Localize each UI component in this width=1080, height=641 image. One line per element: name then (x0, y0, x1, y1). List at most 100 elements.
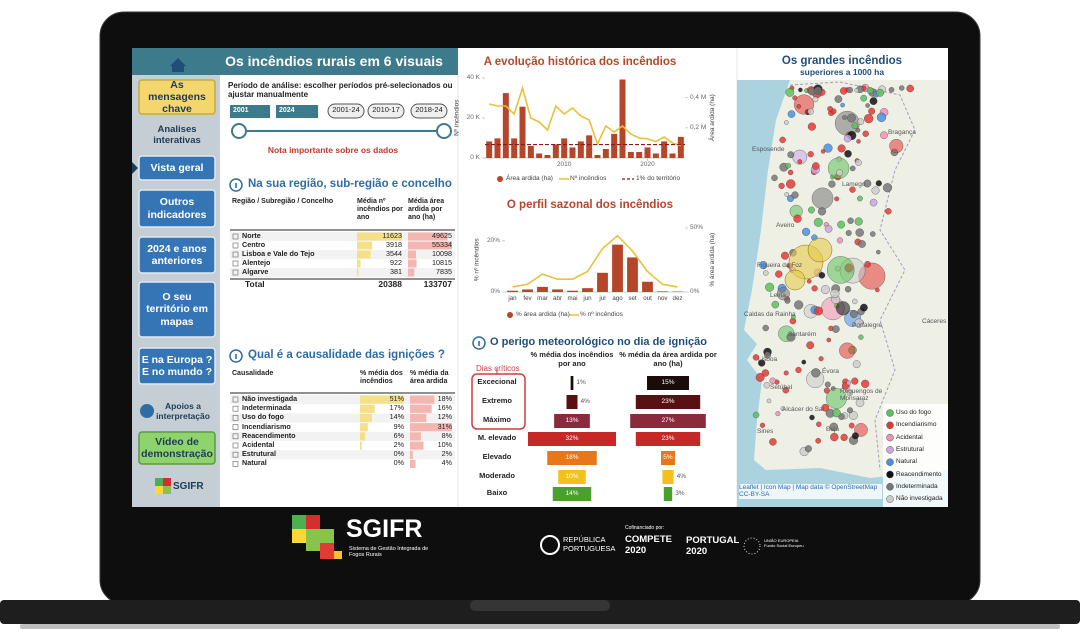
row-label: Centro (242, 240, 266, 249)
fire-marker (787, 110, 796, 118)
table-bar (410, 423, 452, 432)
bar (567, 290, 578, 292)
logo-square (306, 515, 320, 529)
nav-button-label[interactable]: As mensagens chave (148, 78, 206, 116)
fire-marker (813, 86, 823, 95)
info-icon (478, 341, 480, 346)
fire-marker (870, 231, 876, 237)
nav-button[interactable] (138, 236, 216, 274)
bar (577, 141, 584, 158)
fire-marker (830, 432, 839, 442)
fire-marker (795, 366, 802, 374)
value-label: 27% (661, 417, 675, 424)
x-tick-label: jul (599, 295, 606, 302)
bar (612, 244, 623, 292)
row-label: Incendiarismo (242, 421, 291, 431)
y2-axis-label: % área ardida (ha) (708, 232, 716, 287)
preset-label[interactable]: 2001-24 (332, 105, 360, 114)
row-label: Reacendimento (242, 430, 296, 440)
nav-button[interactable] (138, 79, 216, 115)
bar (570, 376, 574, 390)
nav-button[interactable] (138, 155, 216, 181)
bar (630, 414, 706, 428)
fire-marker (811, 285, 818, 292)
fire-marker (771, 174, 778, 182)
preset-label[interactable]: 2018-24 (415, 105, 443, 114)
x-tick-label: set (628, 295, 637, 302)
line (512, 234, 678, 288)
nav-button[interactable] (138, 347, 216, 385)
fire-marker (811, 187, 834, 210)
bar (558, 470, 586, 484)
column-header: % média dos incêndios por ano (530, 350, 614, 368)
fire-marker (761, 369, 770, 377)
fire-marker (812, 96, 819, 103)
home-icon[interactable] (170, 58, 186, 72)
fire-marker (786, 179, 796, 189)
nav-button-label[interactable]: Vista geral (150, 161, 204, 174)
nav-button[interactable] (138, 431, 216, 465)
fire-marker (787, 169, 794, 176)
bar (669, 153, 676, 158)
fire-marker (782, 386, 790, 394)
fire-marker (816, 421, 822, 427)
nav-button-label[interactable]: Vídeo de demonstração (141, 435, 213, 460)
preset-button[interactable] (367, 103, 405, 119)
legend-swatch (886, 446, 894, 454)
bar (547, 451, 597, 465)
bar (552, 289, 563, 292)
cell-value: 10098 (432, 249, 452, 258)
cell-value: 922 (390, 258, 402, 267)
fire-marker (864, 261, 871, 268)
bar (619, 79, 626, 158)
nav-button-label[interactable]: O seu território em mapas (146, 291, 208, 328)
fire-marker (845, 230, 852, 236)
fire-marker (847, 407, 853, 414)
fire-marker (869, 198, 878, 207)
fire-marker (849, 186, 856, 193)
y2-tick-label: 0,4 M (690, 93, 707, 101)
row-label: Acidental (242, 440, 275, 449)
period-input-value[interactable]: 2001 (233, 107, 249, 114)
fire-marker (832, 325, 840, 333)
nav-link[interactable]: Apoios a interpretação (156, 401, 210, 421)
row-bg (230, 268, 455, 277)
fire-marker (852, 298, 858, 305)
data-note-link[interactable]: Nota importante sobre os dados (267, 145, 399, 155)
fire-marker (832, 408, 841, 418)
slider-handle[interactable] (231, 123, 247, 139)
fire-marker (828, 180, 836, 188)
preset-button[interactable] (327, 103, 365, 119)
nav-button-label[interactable]: Outros indicadores (147, 196, 207, 221)
place-label: Évora (822, 368, 839, 375)
cell-value: 51% (389, 394, 404, 403)
cell-value: 10% (437, 440, 452, 449)
preset-label[interactable]: 2010-17 (372, 105, 400, 114)
slider-handle[interactable] (436, 123, 452, 139)
fire-marker (802, 227, 811, 236)
expand-icon (232, 242, 239, 249)
legend-swatch (886, 433, 894, 442)
map-legend-label: Acidental (896, 433, 923, 441)
fire-marker (824, 381, 831, 388)
period-input-value[interactable]: 2024 (279, 107, 295, 114)
chart-title: O perfil sazonal dos incêndios (506, 199, 674, 211)
nav-button-label[interactable]: 2024 e anos anteriores (147, 242, 207, 267)
table-bar (360, 423, 368, 432)
place-label: Leiria (770, 292, 786, 299)
fire-marker (791, 314, 796, 320)
bar (602, 148, 609, 158)
fire-marker (823, 143, 833, 153)
place-label: Cáceres (922, 318, 947, 325)
cell-value: 8% (441, 430, 452, 440)
preset-button[interactable] (410, 103, 448, 119)
nav-button-label[interactable]: E na Europa ? E no mundo ? (141, 353, 213, 378)
nav-button[interactable] (138, 281, 216, 338)
bar (537, 286, 548, 292)
fire-marker (781, 251, 789, 260)
legend-swatch (886, 470, 894, 479)
nav-button[interactable] (138, 189, 216, 228)
fire-marker (752, 354, 760, 361)
fire-marker (880, 131, 888, 140)
